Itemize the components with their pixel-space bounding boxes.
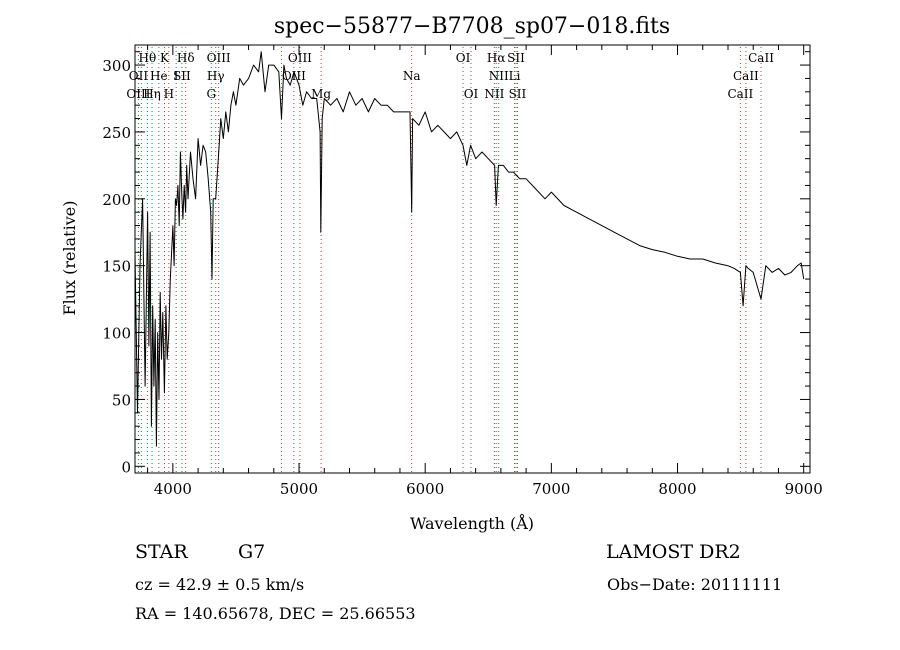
- x-tick-label: 8000: [658, 480, 696, 498]
- line-annotation: NII: [489, 69, 509, 83]
- line-annotation: NII: [484, 87, 504, 101]
- line-annotation: Hθ: [139, 51, 157, 65]
- line-annotation: OIII: [126, 87, 150, 101]
- x-tick-label: 4000: [154, 480, 192, 498]
- x-tick-label: 7000: [532, 480, 570, 498]
- survey-name: LAMOST DR2: [606, 541, 741, 563]
- line-annotation: Hγ: [207, 69, 225, 83]
- line-annotation: Hα: [487, 51, 506, 65]
- coordinates-readout: RA = 140.65678, DEC = 25.66553: [135, 604, 416, 623]
- line-annotation: Hδ: [177, 51, 195, 65]
- line-annotation: He: [150, 69, 168, 83]
- x-axis-label: Wavelength (Å): [410, 513, 534, 533]
- line-annotation: K: [160, 51, 170, 65]
- y-tick-label: 250: [102, 124, 131, 142]
- line-annotation: OIII: [288, 51, 312, 65]
- series-line-flux: [134, 51, 805, 447]
- observation-date: Obs−Date: 20111111: [607, 575, 783, 594]
- line-annotation: Na: [403, 69, 421, 83]
- axis-ticks: 4000 5000 6000 7000 8000 9000 0 50 100 150 200 250 3…: [102, 45, 823, 498]
- line-annotation: CaII: [733, 69, 759, 83]
- x-tick-label: 9000: [785, 480, 823, 498]
- chart-title: spec−55877−B7708_sp07−018.fits: [274, 14, 670, 39]
- line-annotation: H: [164, 87, 174, 101]
- y-tick-label: 100: [102, 325, 131, 343]
- line-markers: [137, 47, 762, 472]
- y-tick-label: 200: [102, 191, 131, 209]
- plot-frame: [134, 44, 811, 474]
- line-annotation: Li: [509, 69, 521, 83]
- y-tick-label: 50: [112, 391, 131, 409]
- line-annotation: SII: [173, 69, 191, 83]
- series-layer: [134, 51, 805, 447]
- line-annotation: CaII: [727, 87, 753, 101]
- line-annotation: I: [174, 69, 179, 83]
- line-annotation: SII: [509, 87, 527, 101]
- line-annotation: G: [207, 87, 217, 101]
- line-annotation: Hη: [143, 87, 161, 101]
- object-subclass: G7: [238, 541, 266, 563]
- line-annotation: OIII: [282, 69, 306, 83]
- line-annotation: Mg: [311, 87, 331, 101]
- line-annotation: SII: [507, 51, 525, 65]
- object-class: STAR: [135, 541, 188, 563]
- line-annotation: OII: [129, 69, 149, 83]
- x-tick-label: 6000: [406, 480, 444, 498]
- line-annotation: OI: [456, 51, 471, 65]
- y-tick-label: 150: [102, 258, 131, 276]
- y-tick-label: 0: [121, 458, 131, 476]
- line-annotation: OI: [464, 87, 479, 101]
- y-tick-label: 300: [102, 57, 131, 75]
- redshift-readout: cz = 42.9 ± 0.5 km/s: [135, 575, 305, 594]
- line-annotation: CaII: [748, 51, 774, 65]
- x-tick-label: 5000: [280, 480, 318, 498]
- line-annotation: OIII: [207, 51, 231, 65]
- y-axis-label: Flux (relative): [60, 201, 79, 316]
